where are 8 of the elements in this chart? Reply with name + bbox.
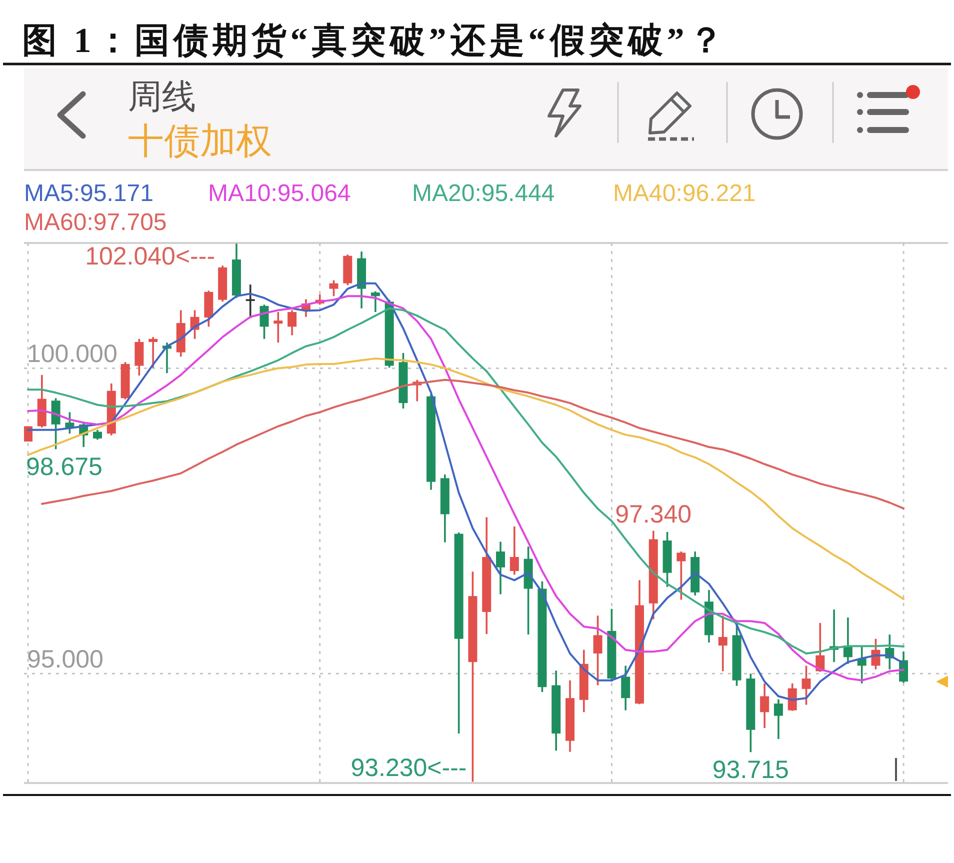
annotation: 102.040<--- [85, 242, 216, 271]
annotation: 93.715 [712, 756, 789, 784]
annotation: 93.230<--- [350, 754, 467, 782]
subtitle: 周线 [128, 78, 196, 116]
annotation: 十债加权 [128, 120, 272, 161]
title: 图 1：国债期货“真突破”还是“假突破”？ [22, 21, 728, 60]
annotation: 97.340 [615, 500, 692, 529]
annotation: 98.675 [26, 453, 102, 482]
